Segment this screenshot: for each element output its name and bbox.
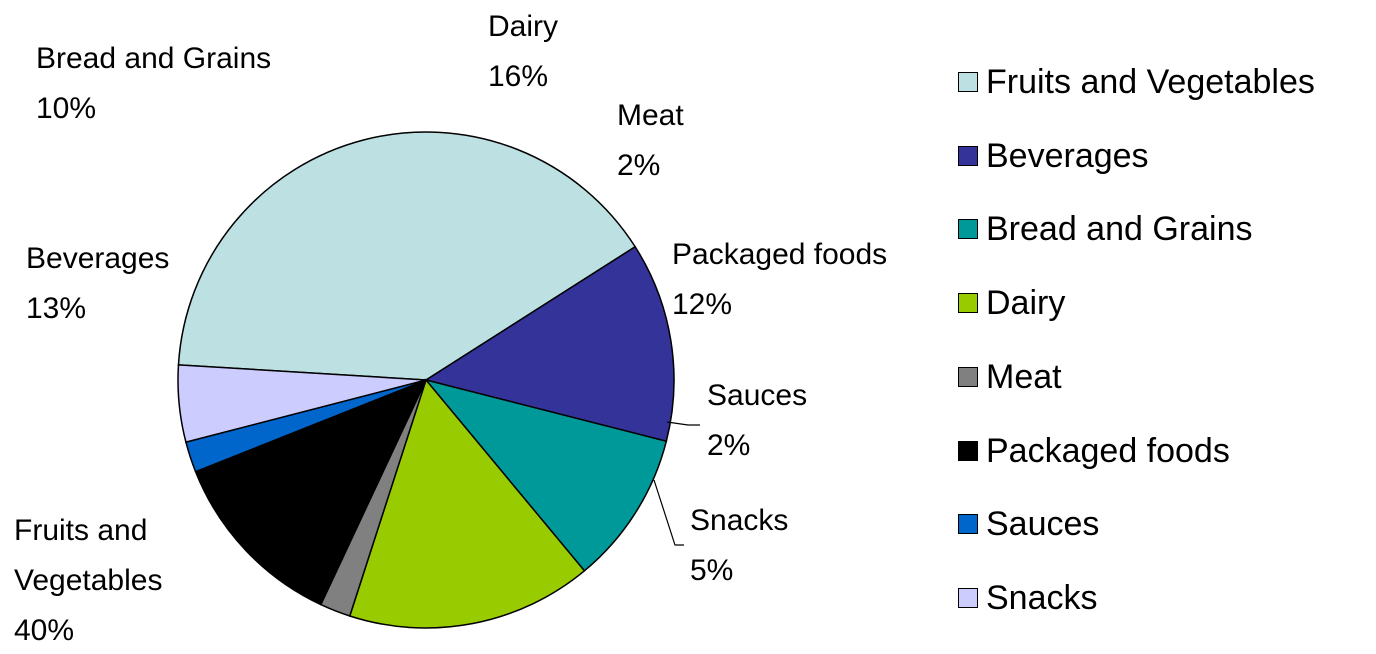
slice-percent-fruits-and-vegetables: 40% bbox=[14, 614, 74, 647]
slice-label-meat: Meat 2% bbox=[617, 99, 684, 182]
slice-label-dairy: Dairy 16% bbox=[488, 10, 558, 93]
legend-label: Beverages bbox=[986, 136, 1149, 175]
legend-item-packaged-foods: Packaged foods bbox=[958, 431, 1230, 471]
legend-swatch bbox=[958, 293, 978, 314]
pie-slice-fruits-and-vegetables bbox=[177, 131, 637, 381]
pie-slices bbox=[177, 131, 675, 629]
legend-item-snacks: Snacks bbox=[958, 578, 1098, 618]
leader-line-sauces bbox=[666, 421, 700, 426]
legend-label: Dairy bbox=[986, 284, 1066, 323]
legend-label: Fruits and Vegetables bbox=[986, 63, 1315, 101]
legend-swatch bbox=[958, 72, 978, 92]
legend-swatch bbox=[958, 366, 978, 387]
slice-label-packaged-foods: Packaged foods 12% bbox=[672, 238, 887, 321]
legend-item-beverages: Beverages bbox=[958, 136, 1149, 176]
pie-slice-snacks bbox=[177, 364, 427, 444]
slice-label-fruits-and-vegetables: Fruits and Vegetables 40% bbox=[14, 514, 162, 647]
legend-label: Packaged foods bbox=[986, 431, 1230, 470]
pie-slice-bread-and-grains bbox=[423, 378, 668, 572]
legend-label: Bread and Grains bbox=[986, 210, 1253, 249]
slice-label-beverages: Beverages 13% bbox=[26, 242, 169, 325]
slice-percent-sauces: 2% bbox=[707, 429, 750, 462]
pie-slice-beverages bbox=[424, 245, 675, 443]
slice-percent-packaged-foods: 12% bbox=[672, 288, 732, 321]
leader-lines bbox=[653, 421, 700, 546]
slice-percent-beverages: 13% bbox=[26, 292, 86, 325]
leader-line-snacks bbox=[653, 479, 684, 546]
slice-label-snacks: Snacks 5% bbox=[690, 504, 788, 587]
slice-percent-meat: 2% bbox=[617, 149, 660, 182]
legend-item-sauces: Sauces bbox=[958, 504, 1099, 544]
slice-label-sauces: Sauces 2% bbox=[707, 379, 807, 462]
slice-percent-snacks: 5% bbox=[690, 554, 733, 587]
legend-label: Sauces bbox=[986, 505, 1100, 544]
pie-slice-dairy bbox=[348, 378, 586, 629]
legend-swatch bbox=[958, 587, 978, 608]
legend-item-fruits-and-vegetables: Fruits and Vegetables bbox=[958, 62, 1315, 102]
legend-label: Meat bbox=[986, 357, 1062, 396]
slice-percent-bread-and-grains: 10% bbox=[36, 92, 96, 125]
legend-swatch bbox=[958, 145, 978, 166]
slice-labels: Fruits and Vegetables 40% Beverages 13% Bread… bbox=[14, 10, 887, 647]
legend-item-dairy: Dairy bbox=[958, 283, 1065, 323]
slice-label-bread-and-grains: Bread and Grains 10% bbox=[36, 42, 271, 125]
legend-item-meat: Meat bbox=[958, 357, 1062, 397]
legend-label: Snacks bbox=[986, 578, 1098, 617]
legend-swatch bbox=[958, 514, 978, 535]
slice-percent-dairy: 16% bbox=[488, 60, 548, 93]
legend-swatch bbox=[958, 440, 978, 461]
legend-swatch bbox=[958, 219, 978, 240]
legend-item-bread-and-grains: Bread and Grains bbox=[958, 209, 1253, 249]
pie-slice-packaged-foods bbox=[194, 378, 428, 606]
